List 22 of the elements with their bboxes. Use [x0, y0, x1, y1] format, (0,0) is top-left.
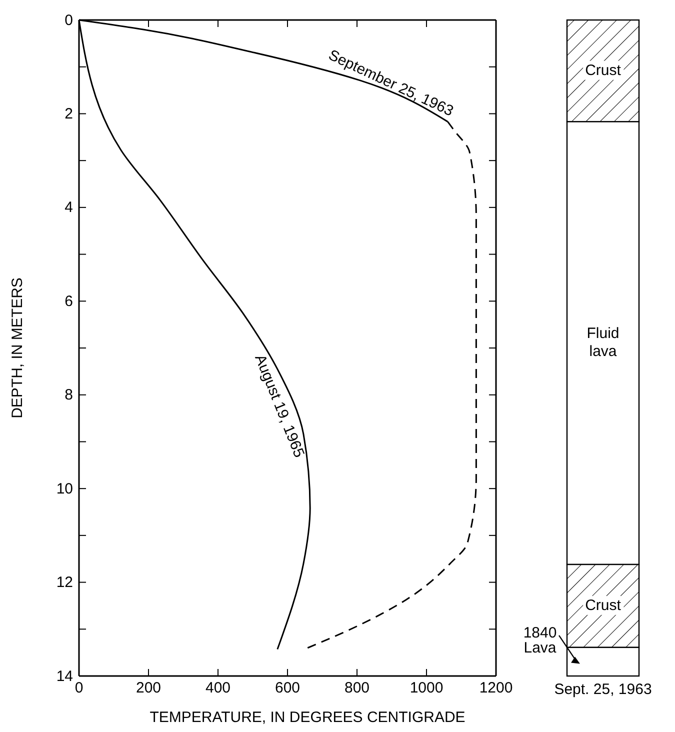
y-tick-label: 12 — [56, 574, 73, 592]
x-tick-label: 400 — [205, 680, 231, 697]
x-tick-label: 600 — [274, 680, 300, 697]
series-label: Crust — [585, 596, 622, 614]
x-tick-label: 1200 — [479, 680, 513, 697]
x-tick-label: 800 — [344, 680, 370, 697]
series-label: Fluid lava — [586, 325, 620, 360]
y-axis-title: DEPTH, IN METERS — [9, 278, 26, 418]
y-tick-label: 6 — [64, 292, 73, 310]
y-tick-label: 2 — [64, 106, 73, 123]
y-tick-label: 10 — [56, 480, 73, 498]
y-tick-label: 0 — [64, 12, 73, 29]
legend-label: 1840 Lava — [523, 624, 557, 656]
x-tick-label: 1000 — [410, 680, 444, 697]
text: August 19, 1965 — [251, 352, 308, 460]
x-tick-label: Sept. 25, 1963 — [554, 681, 652, 698]
series-label: Crust — [585, 62, 622, 79]
y-tick-label: 14 — [56, 668, 73, 685]
x-tick-label: 200 — [136, 680, 162, 697]
y-tick-label: 4 — [64, 199, 73, 216]
x-axis-title: TEMPERATURE, IN DEGREES CENTIGRADE — [150, 709, 466, 726]
y-tick-label: 8 — [64, 386, 73, 404]
